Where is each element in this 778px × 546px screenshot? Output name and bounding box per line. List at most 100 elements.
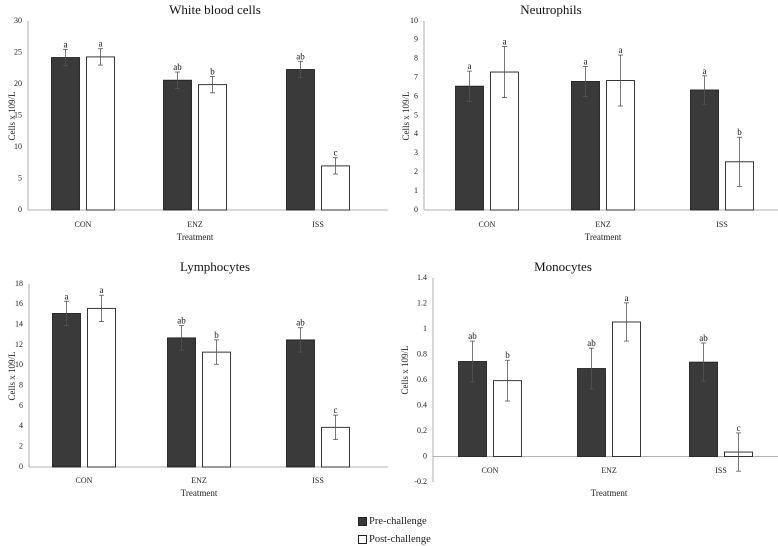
lymph-ytick-label-5: 10	[15, 360, 23, 369]
lymph-xtick-label-con: CON	[76, 476, 93, 485]
mono-ytick-label-8: 1.4	[417, 273, 427, 282]
wbc-ytick-label-6: 30	[14, 16, 22, 25]
neut-ytick-label-0: 0	[414, 205, 418, 214]
wbc-sig-letter-post-enz: b	[210, 66, 215, 76]
wbc-bar-post-iss	[321, 165, 350, 211]
mono-ytick-label-3: 0.4	[417, 400, 427, 409]
lymph-sig-letter-pre-iss: ab	[296, 318, 305, 328]
mono-ytick-label-2: 0.2	[417, 426, 427, 435]
lymph-bar-pre-con	[52, 313, 81, 468]
neut-xtick-label-enz: ENZ	[595, 220, 611, 229]
mono-bar-post-enz	[612, 321, 641, 457]
neut-ytick-label-7: 7	[414, 73, 418, 82]
lymph-ytick-label-1: 2	[19, 441, 23, 450]
lymph-ytick-label-3: 6	[19, 401, 23, 410]
mono-ytick-label-1: 0	[423, 451, 427, 460]
lymph-xtick-label-enz: ENZ	[191, 476, 207, 485]
lymph-ytick-label-4: 8	[19, 380, 23, 389]
wbc-sig-letter-pre-con: a	[64, 39, 68, 49]
lymph-ytick-label-0: 0	[19, 462, 23, 471]
mono-xtick-label-con: CON	[482, 466, 499, 475]
wbc-bar-pre-enz	[163, 79, 192, 211]
lymph-sig-letter-post-con: a	[100, 285, 104, 295]
lymph-bar-post-con	[87, 307, 116, 468]
lymph-sig-letter-pre-con: a	[65, 291, 69, 301]
wbc-sig-letter-post-con: a	[99, 39, 103, 49]
lymph-bar-pre-iss	[286, 339, 315, 468]
neut-sig-letter-post-enz: a	[619, 45, 623, 55]
wbc-bar-pre-con	[51, 57, 80, 211]
mono-title: Monocytes	[534, 259, 592, 274]
mono-xtick-label-iss: ISS	[715, 466, 727, 475]
neut-sig-letter-post-iss: b	[737, 127, 742, 137]
mono-ytick-label-0: -0.2	[414, 477, 427, 486]
wbc-ytick-label-2: 10	[14, 142, 22, 151]
mono-sig-letter-pre-con: ab	[468, 331, 477, 341]
neut-title: Neutrophils	[520, 2, 581, 17]
lymph-title: Lymphocytes	[180, 259, 250, 274]
neut-xlabel: Treatment	[585, 232, 622, 242]
mono-ylabel: Cells x 109/L	[400, 346, 410, 395]
neut-xtick-label-con: CON	[479, 220, 496, 229]
neut-ytick-label-3: 3	[414, 148, 418, 157]
neut-ytick-label-9: 9	[414, 35, 418, 44]
neut-ytick-label-1: 1	[414, 186, 418, 195]
wbc-sig-letter-post-iss: c	[334, 148, 338, 158]
lymph-sig-letter-pre-enz: ab	[177, 316, 186, 326]
legend-swatch-post	[358, 534, 367, 544]
lymph-sig-letter-post-enz: b	[214, 330, 219, 340]
lymph-ytick-label-8: 16	[15, 299, 23, 308]
wbc-sig-letter-pre-enz: ab	[173, 62, 182, 72]
wbc-xtick-label-con: CON	[75, 220, 92, 229]
mono-ytick-label-6: 1	[423, 324, 427, 333]
wbc-bar-post-enz	[198, 84, 227, 211]
lymph-bar-pre-enz	[167, 337, 196, 468]
wbc-xtick-label-enz: ENZ	[187, 220, 203, 229]
neut-bar-pre-enz	[571, 81, 600, 211]
legend-label-post: Post-challenge	[369, 533, 431, 545]
legend-swatch-pre	[358, 516, 367, 526]
mono-xtick-label-enz: ENZ	[601, 466, 617, 475]
mono-sig-letter-post-con: b	[505, 350, 510, 360]
mono-ytick-label-4: 0.6	[417, 375, 427, 384]
neut-ytick-label-8: 8	[414, 54, 418, 63]
neut-sig-letter-pre-iss: a	[703, 66, 707, 76]
neut-ytick-label-10: 10	[410, 16, 418, 25]
neut-ytick-label-2: 2	[414, 167, 418, 176]
mono-ytick-label-5: 0.8	[417, 349, 427, 358]
wbc-xlabel: Treatment	[177, 232, 214, 242]
mono-sig-letter-pre-iss: ab	[699, 333, 708, 343]
lymph-ytick-label-2: 4	[19, 421, 23, 430]
wbc-ytick-label-1: 5	[18, 173, 22, 182]
lymph-bar-post-enz	[202, 351, 231, 468]
lymph-ytick-label-9: 18	[15, 279, 23, 288]
wbc-ytick-label-5: 25	[14, 47, 22, 56]
wbc-ytick-label-3: 15	[14, 110, 22, 119]
neut-ytick-label-4: 4	[414, 129, 418, 138]
wbc-sig-letter-pre-iss: ab	[296, 51, 305, 61]
neut-bar-pre-con	[455, 85, 484, 211]
lymph-sig-letter-post-iss: c	[334, 405, 338, 415]
neut-ytick-label-5: 5	[414, 110, 418, 119]
mono-sig-letter-post-enz: a	[625, 293, 629, 303]
wbc-title: White blood cells	[169, 2, 261, 17]
neut-sig-letter-pre-con: a	[468, 61, 472, 71]
lymph-xtick-label-iss: ISS	[312, 476, 324, 485]
neut-ylabel: Cells x 109/L	[401, 92, 411, 141]
legend-item-pre: Pre-challenge	[358, 514, 427, 528]
wbc-xtick-label-iss: ISS	[312, 220, 324, 229]
neut-ytick-label-6: 6	[414, 91, 418, 100]
lymph-ytick-label-6: 12	[15, 340, 23, 349]
lymph-xlabel: Treatment	[181, 488, 218, 498]
wbc-bar-post-con	[86, 56, 115, 211]
wbc-bar-pre-iss	[286, 69, 315, 211]
legend-item-post: Post-challenge	[358, 532, 431, 546]
neut-sig-letter-post-con: a	[503, 37, 507, 47]
mono-ytick-label-7: 1.2	[417, 298, 427, 307]
wbc-ytick-label-0: 0	[18, 205, 22, 214]
wbc-ytick-label-4: 20	[14, 79, 22, 88]
neut-sig-letter-pre-enz: a	[584, 56, 588, 66]
lymph-ytick-label-7: 14	[15, 319, 23, 328]
lymph-ylabel: Cells x 109/L	[7, 352, 17, 401]
